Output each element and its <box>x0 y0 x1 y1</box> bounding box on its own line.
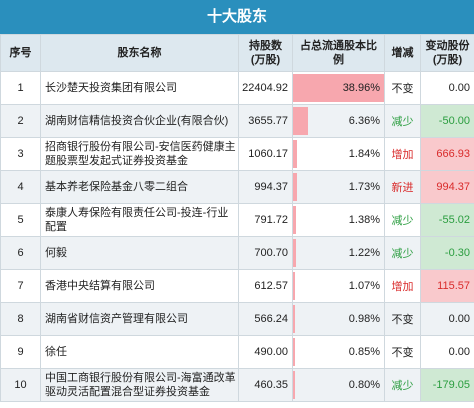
ratio-value: 0.85% <box>348 346 380 358</box>
row-index: 3 <box>0 137 41 171</box>
ratio-cell: 1.07% <box>292 269 385 303</box>
ratio-bar <box>293 239 296 267</box>
change-amount: 0.00 <box>420 71 474 105</box>
change-amount: -179.05 <box>420 368 474 402</box>
ratio-value: 1.73% <box>348 181 380 193</box>
ratio-cell: 38.96% <box>292 71 385 105</box>
ratio-cell: 0.85% <box>292 335 385 369</box>
ratio-cell: 0.98% <box>292 302 385 336</box>
shareholders-table: 序号 股东名称 持股数 (万股) 占总流通股本比例 增减 变动股份 (万股) 1… <box>0 34 474 402</box>
change-amount: -50.00 <box>420 104 474 138</box>
header-shares: 持股数 (万股) <box>238 34 293 72</box>
header-change: 增减 <box>384 34 421 72</box>
shares-held: 22404.92 <box>238 71 293 105</box>
row-index: 10 <box>0 368 41 402</box>
shareholder-name: 中国工商银行股份有限公司-海富通改革驱动灵活配置混合型证券投资基金 <box>40 368 239 402</box>
ratio-bar <box>293 107 308 135</box>
header-ratio: 占总流通股本比例 <box>292 34 385 72</box>
shares-held: 700.70 <box>238 236 293 270</box>
shareholder-name: 长沙楚天投资集团有限公司 <box>40 71 239 105</box>
header-delta: 变动股份 (万股) <box>420 34 474 72</box>
shares-held: 566.24 <box>238 302 293 336</box>
change-status: 不变 <box>384 71 421 105</box>
row-index: 1 <box>0 71 41 105</box>
ratio-cell: 0.80% <box>292 368 385 402</box>
shareholder-name: 湖南省财信资产管理有限公司 <box>40 302 239 336</box>
change-status: 增加 <box>384 269 421 303</box>
table-row: 9 徐任 490.00 0.85% 不变 0.00 <box>0 335 474 369</box>
change-status: 减少 <box>384 236 421 270</box>
ratio-bar <box>293 272 296 300</box>
ratio-cell: 1.73% <box>292 170 385 204</box>
change-status: 减少 <box>384 368 421 402</box>
change-amount: 115.57 <box>420 269 474 303</box>
change-amount: 0.00 <box>420 335 474 369</box>
change-status: 减少 <box>384 203 421 237</box>
table-row: 5 泰康人寿保险有限责任公司-投连-行业配置 791.72 1.38% 减少 -55.02 <box>0 203 474 237</box>
shares-held: 994.37 <box>238 170 293 204</box>
row-index: 7 <box>0 269 41 303</box>
shares-held: 1060.17 <box>238 137 293 171</box>
ratio-value: 1.07% <box>348 280 380 292</box>
shareholder-name: 香港中央结算有限公司 <box>40 269 239 303</box>
table-row: 10 中国工商银行股份有限公司-海富通改革驱动灵活配置混合型证券投资基金 460.3… <box>0 368 474 402</box>
shareholder-name: 招商银行股份有限公司-安信医药健康主题股票型发起式证券投资基金 <box>40 137 239 171</box>
change-status: 新进 <box>384 170 421 204</box>
ratio-cell: 1.84% <box>292 137 385 171</box>
header-index: 序号 <box>0 34 41 72</box>
table-row: 7 香港中央结算有限公司 612.57 1.07% 增加 115.57 <box>0 269 474 303</box>
ratio-bar <box>293 173 298 201</box>
shares-held: 791.72 <box>238 203 293 237</box>
table-row: 2 湖南财信精信投资合伙企业(有限合伙) 3655.77 6.36% 减少 -50.00 <box>0 104 474 138</box>
ratio-bar <box>293 371 295 399</box>
ratio-cell: 1.22% <box>292 236 385 270</box>
shares-held: 460.35 <box>238 368 293 402</box>
ratio-bar <box>293 338 295 366</box>
change-amount: 666.93 <box>420 137 474 171</box>
change-amount: -0.30 <box>420 236 474 270</box>
ratio-value: 38.96% <box>342 82 380 94</box>
shares-held: 612.57 <box>238 269 293 303</box>
ratio-value: 1.84% <box>348 148 380 160</box>
table-header-row: 序号 股东名称 持股数 (万股) 占总流通股本比例 增减 变动股份 (万股) <box>0 34 474 72</box>
change-status: 不变 <box>384 335 421 369</box>
header-name: 股东名称 <box>40 34 239 72</box>
table-row: 1 长沙楚天投资集团有限公司 22404.92 38.96% 不变 0.00 <box>0 71 474 105</box>
row-index: 8 <box>0 302 41 336</box>
shareholder-name: 湖南财信精信投资合伙企业(有限合伙) <box>40 104 239 138</box>
change-status: 不变 <box>384 302 421 336</box>
row-index: 6 <box>0 236 41 270</box>
shareholder-name: 何毅 <box>40 236 239 270</box>
change-amount: -55.02 <box>420 203 474 237</box>
ratio-bar <box>293 206 297 234</box>
table-title: 十大股东 <box>0 0 474 34</box>
shareholder-name: 徐任 <box>40 335 239 369</box>
ratio-bar <box>293 74 384 102</box>
change-amount: 0.00 <box>420 302 474 336</box>
table-row: 8 湖南省财信资产管理有限公司 566.24 0.98% 不变 0.00 <box>0 302 474 336</box>
row-index: 9 <box>0 335 41 369</box>
ratio-value: 1.38% <box>348 214 380 226</box>
row-index: 5 <box>0 203 41 237</box>
ratio-value: 0.98% <box>348 313 380 325</box>
ratio-cell: 6.36% <box>292 104 385 138</box>
change-status: 减少 <box>384 104 421 138</box>
table-row: 6 何毅 700.70 1.22% 减少 -0.30 <box>0 236 474 270</box>
ratio-bar <box>293 140 298 168</box>
ratio-cell: 1.38% <box>292 203 385 237</box>
shares-held: 490.00 <box>238 335 293 369</box>
shares-held: 3655.77 <box>238 104 293 138</box>
ratio-value: 0.80% <box>348 379 380 391</box>
shareholder-name: 泰康人寿保险有限责任公司-投连-行业配置 <box>40 203 239 237</box>
row-index: 4 <box>0 170 41 204</box>
change-amount: 994.37 <box>420 170 474 204</box>
shareholder-name: 基本养老保险基金八零二组合 <box>40 170 239 204</box>
table-row: 4 基本养老保险基金八零二组合 994.37 1.73% 新进 994.37 <box>0 170 474 204</box>
ratio-value: 6.36% <box>348 115 380 127</box>
row-index: 2 <box>0 104 41 138</box>
ratio-bar <box>293 305 296 333</box>
change-status: 增加 <box>384 137 421 171</box>
table-row: 3 招商银行股份有限公司-安信医药健康主题股票型发起式证券投资基金 1060.17 1… <box>0 137 474 171</box>
ratio-value: 1.22% <box>348 247 380 259</box>
